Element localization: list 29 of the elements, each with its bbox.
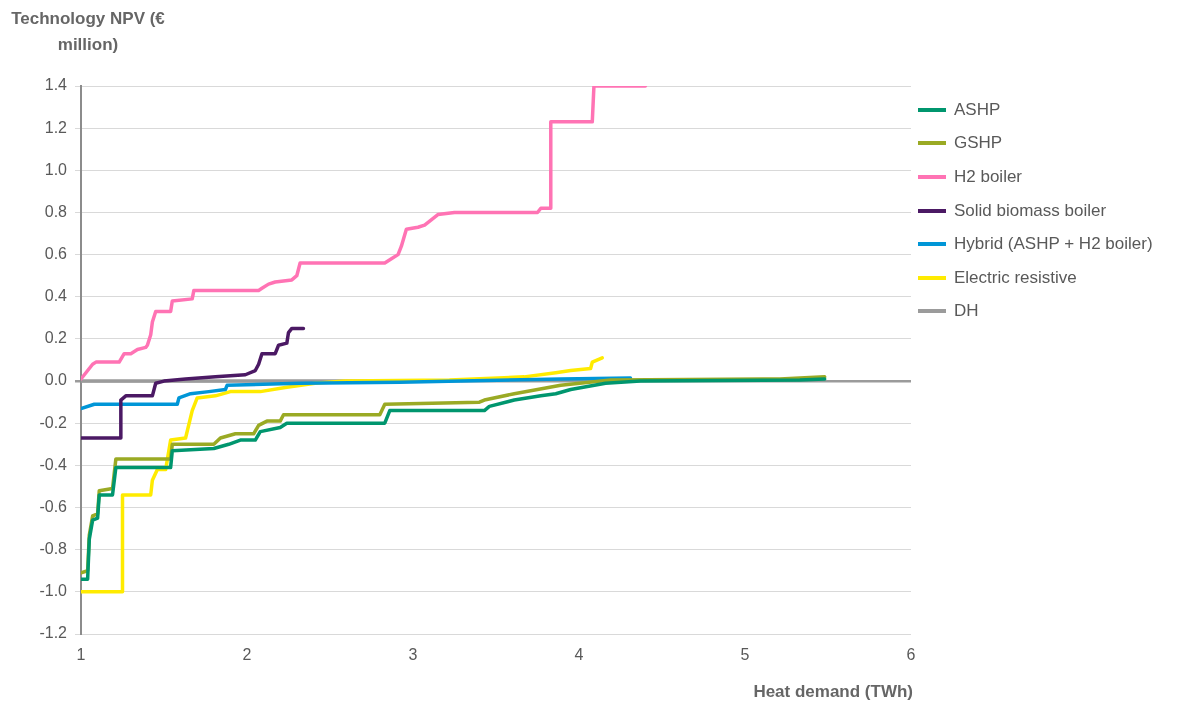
y-tick-label: 1.4 <box>44 76 68 94</box>
x-tick-label: 4 <box>574 646 584 664</box>
x-tick-label: 6 <box>906 646 916 664</box>
x-tick-label: 1 <box>76 646 86 664</box>
legend-label: Hybrid (ASHP + H2 boiler) <box>954 234 1153 255</box>
y-tick-label: -1.0 <box>39 582 68 600</box>
y-tick-label: 0.0 <box>44 371 68 389</box>
y-tick-label: 1.0 <box>44 160 68 178</box>
x-tick-label: 5 <box>740 646 750 664</box>
y-tick-label: -1.2 <box>39 624 68 642</box>
legend-label: H2 boiler <box>954 166 1023 187</box>
y-tick-label: 0.2 <box>44 329 68 347</box>
legend-label: ASHP <box>954 99 1001 120</box>
y-tick-label: 0.6 <box>44 245 68 263</box>
x-tick-label: 3 <box>408 646 418 664</box>
legend-label: Solid biomass boiler <box>954 200 1107 221</box>
y-tick-label: 0.4 <box>44 287 68 305</box>
y-axis-title: Technology NPV (€ million) <box>10 8 166 56</box>
y-tick-label: -0.4 <box>39 455 68 473</box>
x-tick-label: 2 <box>242 646 252 664</box>
y-tick-label: -0.6 <box>39 497 68 515</box>
legend-label: DH <box>954 301 979 322</box>
legend-label: GSHP <box>954 133 1003 154</box>
y-tick-label: -0.8 <box>39 540 68 558</box>
legend-label: Electric resistive <box>954 267 1077 288</box>
y-tick-label: -0.2 <box>39 413 68 431</box>
x-axis-title: Heat demand (TWh) <box>753 682 913 702</box>
y-tick-label: 1.2 <box>44 118 68 136</box>
y-tick-label: 0.8 <box>44 202 68 220</box>
